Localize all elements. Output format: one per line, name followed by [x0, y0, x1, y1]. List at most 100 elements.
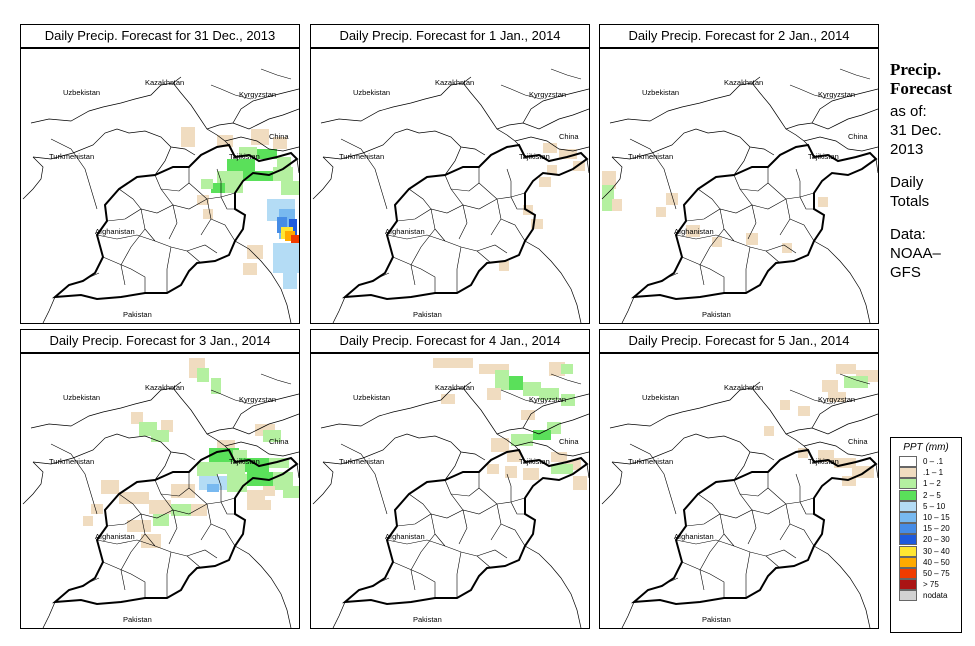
legend-swatch: [899, 456, 917, 467]
province-border: [154, 174, 178, 240]
country-border: [30, 76, 182, 124]
province-border: [795, 168, 814, 210]
country-label-iran: Iran: [39, 322, 52, 323]
country-label-kazakhstan: Kazakhstan: [145, 78, 184, 87]
precip-cell: [197, 368, 209, 382]
precip-cell: [842, 476, 856, 486]
legend-item: > 75: [899, 579, 961, 591]
country-border: [206, 108, 299, 130]
country-border: [601, 461, 623, 505]
country-label-tajikistan: Tajikistan: [519, 457, 550, 466]
country-border: [332, 601, 346, 628]
country-label-iran: Iran: [39, 627, 52, 628]
precip-cell: [269, 458, 289, 468]
province-border: [681, 561, 725, 598]
precip-map: Uzbekistan Kazakhstan Kyrgyzstan China Turkm…: [599, 353, 879, 629]
province-border: [96, 539, 202, 569]
precip-cell: [259, 500, 271, 510]
precip-cell: [602, 171, 616, 189]
legend-label: > 75: [923, 580, 939, 590]
precip-cell: [227, 474, 247, 492]
precip-cell: [539, 388, 559, 400]
country-border: [621, 601, 635, 628]
country-border: [785, 413, 878, 435]
country-label-afghanistan: Afghanistan: [385, 227, 425, 236]
province-border: [160, 487, 190, 497]
precip-cell: [573, 161, 585, 171]
river-line: [500, 84, 542, 100]
province-border: [675, 539, 781, 569]
legend-swatch: [899, 590, 917, 602]
country-label-iran: Iran: [329, 322, 342, 323]
precip-map: Uzbekistan Kazakhstan Kyrgyzstan China Turkm…: [599, 48, 879, 324]
country-border: [751, 82, 809, 146]
map-canvas: Uzbekistan Kazakhstan Kyrgyzstan China Turkm…: [601, 364, 878, 628]
province-border: [408, 493, 446, 547]
country-label-afghanistan: Afghanistan: [385, 532, 425, 541]
forecast-panel-5: Daily Precip. Forecast for 4 Jan., 2014 …: [310, 329, 590, 629]
precip-cell: [433, 358, 473, 368]
legend-label: 30 – 40: [923, 546, 950, 556]
country-border: [232, 393, 299, 429]
precip-cell: [225, 183, 243, 193]
legend-item: .1 – 1: [899, 467, 961, 479]
province-border: [506, 168, 525, 210]
country-border: [172, 82, 230, 146]
legend-title: PPT (mm): [903, 442, 949, 453]
afghanistan-border: [631, 143, 878, 301]
precip-cells: [83, 358, 299, 548]
province-border: [765, 244, 797, 254]
country-border: [462, 387, 520, 451]
legend-label: nodata: [923, 591, 948, 601]
forecast-panel-6: Daily Precip. Forecast for 5 Jan., 2014 …: [599, 329, 879, 629]
country-label-tajikistan: Tajikistan: [229, 152, 260, 161]
country-label-kyrgyzstan: Kyrgyzstan: [239, 90, 276, 99]
province-border: [410, 533, 436, 591]
province-border: [396, 497, 526, 527]
precip-cell: [507, 450, 521, 462]
country-border: [42, 296, 56, 323]
country-label-kyrgyzstan: Kyrgyzstan: [529, 395, 566, 404]
country-label-china: China: [559, 132, 579, 141]
province-border: [506, 473, 525, 515]
legend-swatch: [899, 579, 917, 591]
country-label-iran: Iran: [618, 322, 631, 323]
province-border: [733, 174, 757, 240]
panel-title: Daily Precip. Forecast for 3 Jan., 2014: [20, 329, 300, 353]
forecast-info: Precip. Forecast as of: 31 Dec. 2013 Dai…: [890, 60, 972, 282]
heading-line-1: Precip.: [890, 60, 942, 79]
province-border: [386, 539, 492, 569]
country-border: [522, 88, 589, 124]
legend-swatch: [899, 511, 917, 523]
country-border: [320, 76, 472, 124]
river-line: [629, 443, 677, 515]
precip-cell: [561, 394, 575, 406]
province-border: [456, 551, 462, 598]
legend-label: 10 – 15: [923, 512, 950, 522]
precip-map: Uzbekistan Kazakhstan Kyrgyzstan China Turkm…: [310, 48, 590, 324]
legend-swatch: [899, 523, 917, 535]
province-border: [118, 493, 156, 547]
precip-cell: [161, 420, 173, 432]
totals-line-1: Daily: [890, 174, 924, 191]
precip-cell: [602, 185, 614, 211]
province-border: [396, 192, 526, 222]
precip-cell: [818, 197, 828, 207]
country-border: [785, 108, 878, 130]
legend-label: 15 – 20: [923, 524, 950, 534]
precip-cell: [561, 364, 573, 374]
precip-cell: [780, 400, 790, 410]
precip-cell: [217, 462, 245, 474]
country-border: [154, 146, 172, 176]
province-border: [444, 479, 468, 545]
province-border: [166, 551, 172, 598]
country-border: [586, 158, 589, 174]
precip-cell: [281, 181, 299, 195]
precip-cell: [746, 233, 758, 245]
asof-label: as of:: [890, 103, 927, 120]
country-border: [522, 393, 589, 429]
precip-cell: [273, 137, 287, 149]
precip-cell: [83, 516, 93, 526]
legend-label: 20 – 30: [923, 535, 950, 545]
